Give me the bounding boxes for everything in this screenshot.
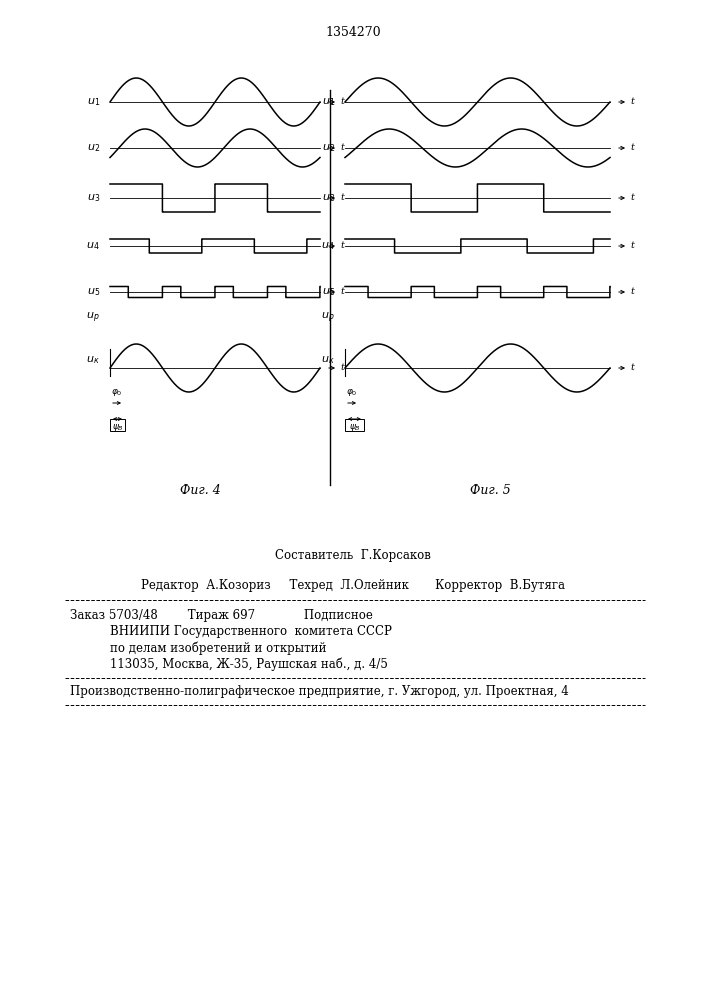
Text: Составитель  Г.Корсаков: Составитель Г.Корсаков: [275, 548, 431, 562]
Text: t: t: [340, 286, 344, 296]
Text: $u_к$: $u_к$: [321, 354, 335, 366]
Text: Заказ 5703/48        Тираж 697             Подписное: Заказ 5703/48 Тираж 697 Подписное: [70, 608, 373, 621]
Text: t: t: [340, 240, 344, 249]
Text: $u_2$: $u_2$: [87, 142, 100, 154]
Text: t: t: [630, 192, 634, 202]
Text: $u_3$: $u_3$: [322, 192, 335, 204]
Text: $\varphi_0$: $\varphi_0$: [346, 387, 358, 398]
Text: Фиг. 5: Фиг. 5: [469, 484, 510, 496]
Text: t: t: [630, 240, 634, 249]
Text: $u_1$: $u_1$: [322, 96, 335, 108]
Bar: [345, 419, 364, 431]
Text: $\psi_B$: $\psi_B$: [349, 422, 361, 433]
Text: $\varphi_0$: $\varphi_0$: [111, 387, 123, 398]
Text: $u_4$: $u_4$: [322, 240, 335, 252]
Text: $u_4$: $u_4$: [86, 240, 100, 252]
Text: t: t: [630, 142, 634, 151]
Text: t: t: [630, 286, 634, 296]
Text: 113035, Москва, Ж-35, Раушская наб., д. 4/5: 113035, Москва, Ж-35, Раушская наб., д. …: [95, 657, 388, 671]
Text: $\psi_B$: $\psi_B$: [112, 422, 124, 433]
Text: $u_2$: $u_2$: [322, 142, 335, 154]
Text: Производственно-полиграфическое предприятие, г. Ужгород, ул. Проектная, 4: Производственно-полиграфическое предприя…: [70, 686, 568, 698]
Bar: [110, 419, 125, 431]
Text: ВНИИПИ Государственного  комитета СССР: ВНИИПИ Государственного комитета СССР: [95, 626, 392, 639]
Text: t: t: [340, 362, 344, 371]
Text: $u_1$: $u_1$: [87, 96, 100, 108]
Text: t: t: [340, 97, 344, 105]
Text: $u_5$: $u_5$: [87, 286, 100, 298]
Text: $u_p$: $u_p$: [322, 311, 335, 325]
Text: Редактор  А.Козориз     Техред  Л.Олейник       Корректор  В.Бутяга: Редактор А.Козориз Техред Л.Олейник Корр…: [141, 578, 565, 591]
Text: $u_5$: $u_5$: [322, 286, 335, 298]
Text: 1354270: 1354270: [325, 25, 381, 38]
Text: $u_p$: $u_p$: [86, 311, 100, 325]
Text: t: t: [630, 362, 634, 371]
Text: $u_3$: $u_3$: [87, 192, 100, 204]
Text: t: t: [630, 97, 634, 105]
Text: t: t: [340, 142, 344, 151]
Text: Фиг. 4: Фиг. 4: [180, 484, 221, 496]
Text: по делам изобретений и открытий: по делам изобретений и открытий: [95, 641, 327, 655]
Text: $u_к$: $u_к$: [86, 354, 100, 366]
Text: t: t: [340, 192, 344, 202]
